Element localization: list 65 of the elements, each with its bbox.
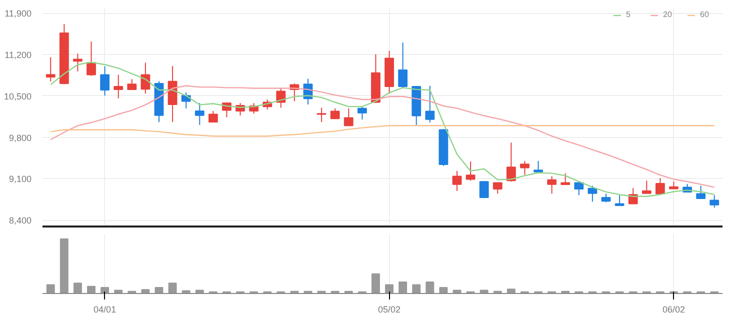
candlestick (316, 107, 326, 123)
candlestick (466, 161, 476, 182)
candlestick (194, 102, 204, 126)
line-series (50, 85, 715, 188)
bar (73, 282, 82, 294)
bar (426, 282, 434, 294)
candlestick (534, 160, 543, 172)
bar (141, 289, 150, 294)
candlestick (330, 108, 340, 120)
candlestick (357, 105, 367, 120)
line-series (50, 125, 715, 137)
x-tick-label: 05/02 (378, 304, 401, 314)
candlestick (114, 74, 124, 99)
candlestick (628, 188, 638, 204)
y-tick-label: 10,500 (4, 91, 32, 102)
bar (506, 288, 516, 294)
candlestick (547, 176, 557, 194)
legend-label: 20 (663, 10, 673, 19)
candlestick (100, 66, 110, 96)
bar (452, 290, 462, 294)
candlestick (479, 180, 489, 199)
y-tick-label: 9,100 (8, 174, 32, 184)
candlestick (520, 160, 530, 176)
candlestick (73, 53, 82, 72)
bar (114, 290, 123, 294)
bar (385, 284, 394, 294)
x-tick-label: 04/01 (94, 304, 116, 314)
y-tick-label: 11,900 (4, 8, 32, 19)
bar (372, 273, 380, 294)
candlestick (642, 180, 652, 194)
y-tick-label: 11,200 (4, 50, 32, 60)
candlestick (86, 41, 96, 76)
candlestick (344, 108, 354, 126)
bar (100, 286, 110, 294)
candlestick (276, 88, 286, 108)
candlestick (696, 185, 706, 199)
x-tick-label: 06/02 (662, 304, 686, 314)
candlestick (492, 182, 502, 194)
candlestick (710, 194, 720, 208)
bar (412, 284, 421, 294)
candlestick (398, 42, 408, 88)
candlestick (614, 194, 624, 206)
y-tick-label: 9,800 (8, 132, 32, 143)
candlestick (574, 181, 584, 196)
candlestick (588, 185, 598, 202)
candlestick (655, 178, 665, 194)
bar (195, 290, 204, 294)
candlestick (127, 78, 137, 90)
candlestick (208, 110, 218, 123)
y-tick-label: 8,400 (8, 216, 32, 226)
candlestick (425, 85, 435, 124)
bar (439, 286, 448, 294)
candlestick (560, 172, 570, 186)
candlestick (452, 170, 462, 192)
bar (480, 290, 488, 294)
candlestick (140, 62, 150, 94)
bar (398, 282, 408, 294)
bar (87, 286, 96, 294)
candlestick (506, 142, 516, 182)
bar (46, 284, 55, 294)
bar (60, 238, 68, 294)
legend-label: 5 (626, 10, 632, 19)
bar (168, 282, 177, 294)
legend-label: 60 (700, 10, 710, 19)
candlestick (46, 56, 56, 82)
